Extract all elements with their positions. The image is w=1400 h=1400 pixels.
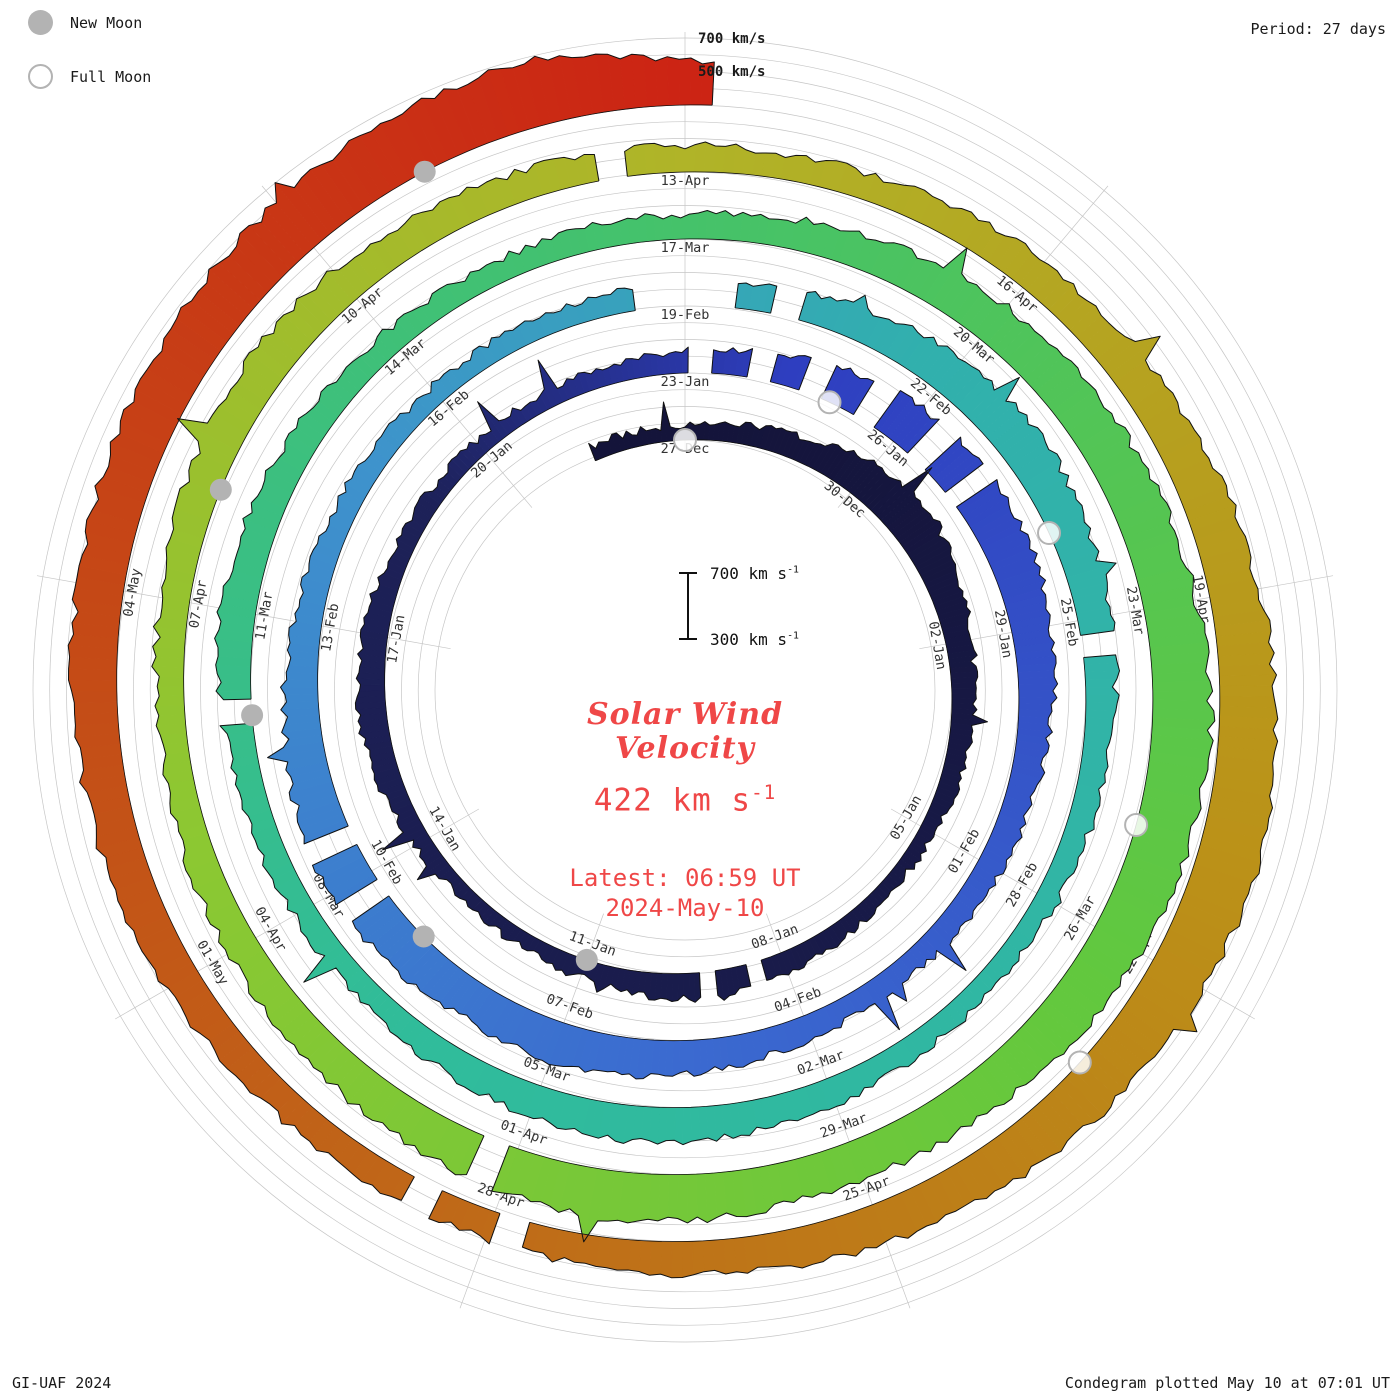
full-moon-marker (673, 428, 697, 452)
scale-bar-cap-top (679, 572, 697, 574)
new-moon-marker (413, 160, 436, 183)
full-moon-marker (1067, 1050, 1092, 1075)
date-label: 17-Mar (661, 240, 710, 256)
date-label: 19-Feb (661, 307, 710, 323)
full-moon-label: Full Moon (70, 67, 152, 86)
latest-date: 2024-May-10 (605, 893, 765, 922)
scale-label-700: 700 km s-1 (710, 564, 799, 583)
legend-full-moon-row: Full Moon (28, 64, 151, 89)
velocity-bands (67, 53, 1279, 1279)
outer-scale-700: 700 km/s (698, 31, 766, 47)
chart-title-line2: Velocity (615, 730, 755, 766)
moon-markers (209, 160, 1149, 1075)
full-moon-icon (28, 64, 53, 89)
legend-new-moon-row: New Moon (28, 10, 142, 35)
chart-title: Solar Wind Velocity (335, 698, 1035, 765)
full-moon-marker (1124, 813, 1149, 837)
new-moon-marker (209, 478, 232, 501)
center-annotation: Solar Wind Velocity 422 km s-1 Latest: 0… (335, 698, 1035, 923)
date-label: 13-Apr (661, 173, 710, 189)
credit-label: GI-UAF 2024 (12, 1374, 112, 1392)
scale-bar-cap-bottom (679, 638, 697, 640)
period-label: Period: 27 days (1250, 20, 1386, 38)
new-moon-marker (412, 925, 435, 948)
new-moon-marker (241, 704, 264, 727)
latest-time: Latest: 06:59 UT (569, 863, 801, 892)
outer-scale-500: 500 km/s (698, 64, 766, 80)
date-label: 01-Apr (498, 1117, 549, 1149)
scale-bar-stem (687, 573, 689, 640)
new-moon-label: New Moon (70, 13, 143, 32)
plotted-label: Condegram plotted May 10 at 07:01 UT (1064, 1374, 1390, 1392)
date-label: 07-Feb (544, 991, 595, 1023)
scale-label-300: 300 km s-1 (710, 630, 799, 649)
new-moon-icon (28, 10, 53, 35)
full-moon-marker (1037, 521, 1061, 545)
full-moon-marker (817, 390, 842, 415)
current-velocity-value: 422 km s-1 (593, 781, 777, 819)
band-outlines (67, 53, 1279, 1279)
latest-timestamp: Latest: 06:59 UT 2024-May-10 (335, 863, 1035, 923)
date-label: 23-Jan (661, 374, 710, 390)
new-moon-marker (575, 948, 598, 971)
chart-title-line1: Solar Wind (586, 697, 784, 732)
